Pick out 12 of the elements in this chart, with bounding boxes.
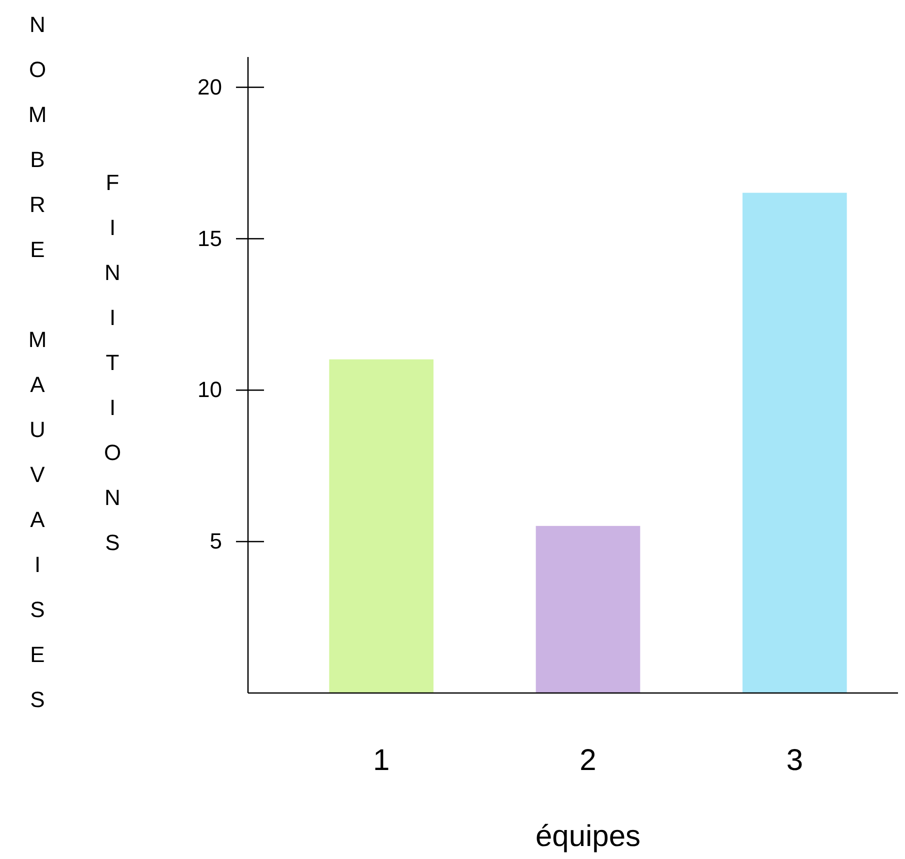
bar bbox=[742, 192, 847, 694]
bar bbox=[536, 526, 640, 694]
y-tick-label: 20 bbox=[198, 74, 222, 100]
y-tick-label: 10 bbox=[198, 377, 222, 402]
x-tick-label: 3 bbox=[786, 744, 804, 777]
x-axis-title: équipes bbox=[535, 820, 641, 853]
y-tick-label: 5 bbox=[210, 528, 222, 554]
y-tick-label: 15 bbox=[198, 226, 222, 251]
x-tick-label: 1 bbox=[372, 744, 390, 777]
bar bbox=[329, 359, 434, 694]
text: NOMBRE MAUVAISES FINITIONS bbox=[25, 12, 125, 732]
x-tick-label: 2 bbox=[580, 744, 596, 777]
